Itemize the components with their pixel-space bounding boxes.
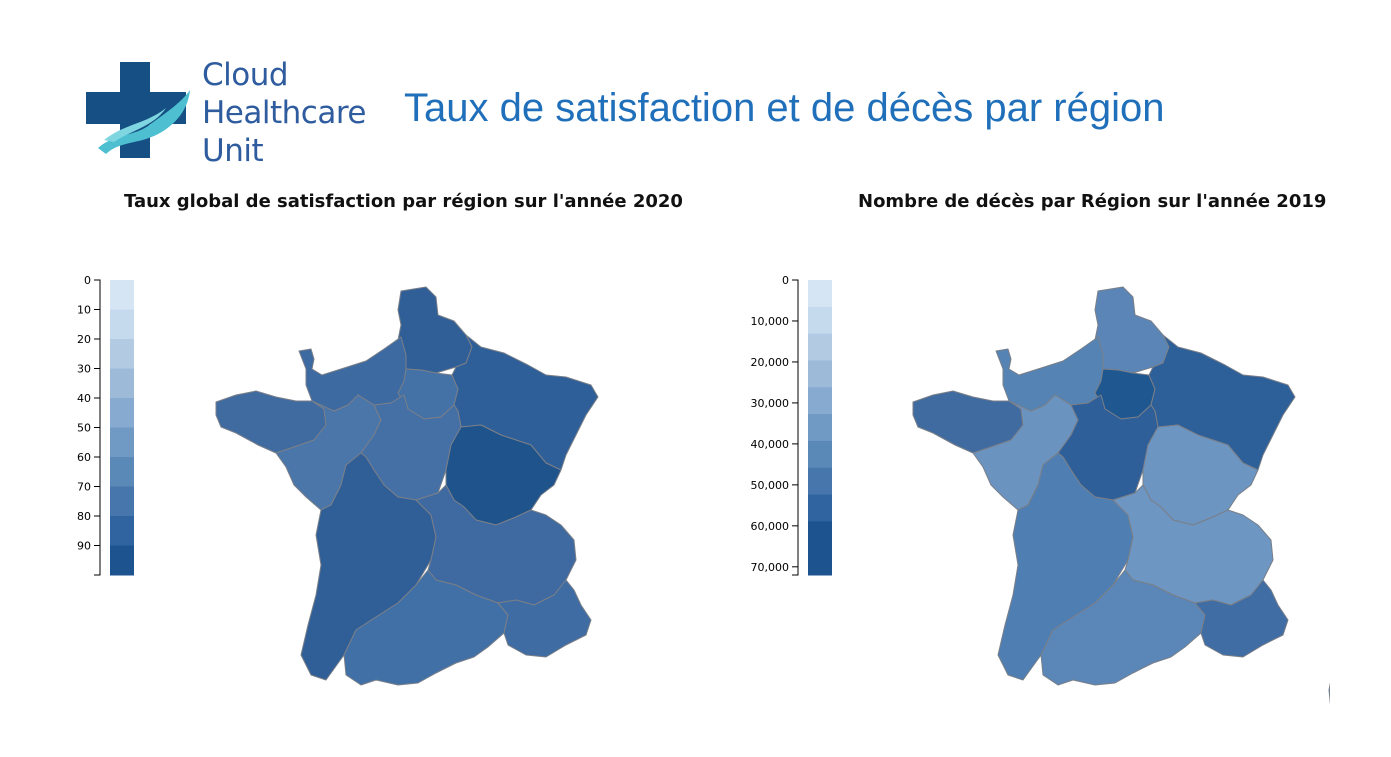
legend-tick-label: 70,000 bbox=[751, 561, 790, 574]
legend-swatch bbox=[110, 486, 134, 517]
legend-tick-label: 90 bbox=[77, 540, 91, 553]
region-nouvelle-aquitaine[interactable] bbox=[997, 452, 1134, 681]
legend-swatch bbox=[808, 548, 832, 576]
region-hauts-de-france[interactable] bbox=[397, 286, 473, 374]
region-corse[interactable] bbox=[1328, 650, 1330, 720]
legend-satisfaction: 0 10 20 30 40 50 60 70 80 90 bbox=[77, 274, 134, 576]
legend-swatch bbox=[808, 333, 832, 361]
legend-tick-label: 20 bbox=[77, 333, 91, 346]
france-map-satisfaction bbox=[215, 286, 599, 686]
legend-tick-label: 10,000 bbox=[751, 315, 790, 328]
legend-swatch bbox=[808, 467, 832, 496]
legend-tick-label: 20,000 bbox=[751, 356, 790, 369]
legend-swatch bbox=[808, 494, 832, 522]
legend-tick-label: 0 bbox=[84, 274, 91, 287]
map-deces-title: Nombre de décès par Région sur l'année 2… bbox=[858, 191, 1327, 212]
legend-swatch bbox=[808, 306, 832, 335]
region-paca[interactable] bbox=[497, 579, 592, 658]
map-deces-panel: 0 10,000 20,000 30,000 40,000 50,000 60,000 70,… bbox=[751, 274, 1330, 720]
legend-swatch bbox=[110, 545, 134, 576]
legend-tick-label: 40 bbox=[77, 392, 91, 405]
legend-tick-label: 40,000 bbox=[751, 438, 790, 451]
legend-tick-label: 60 bbox=[77, 451, 91, 464]
legend-deces: 0 10,000 20,000 30,000 40,000 50,000 60,000 70,… bbox=[751, 274, 832, 576]
legend-swatch bbox=[110, 427, 134, 458]
legend-swatch bbox=[110, 280, 134, 310]
region-paca[interactable] bbox=[1194, 579, 1289, 658]
legend-tick-label: 50,000 bbox=[751, 479, 790, 492]
legend-swatch bbox=[808, 440, 832, 469]
legend-tick-label: 70 bbox=[77, 481, 91, 494]
map-satisfaction-title: Taux global de satisfaction par région s… bbox=[124, 191, 683, 212]
logo-hand-shape bbox=[98, 90, 190, 154]
legend-swatch bbox=[808, 280, 832, 308]
logo-hand-accent bbox=[104, 108, 166, 142]
logo: Cloud Healthcare Unit bbox=[84, 56, 384, 169]
map-satisfaction-panel: 0 10 20 30 40 50 60 70 80 90 bbox=[77, 274, 599, 686]
logo-text: Cloud Healthcare Unit bbox=[202, 56, 366, 170]
legend-swatch bbox=[110, 516, 134, 546]
legend-swatch bbox=[110, 309, 134, 340]
legend-tick-label: 10 bbox=[77, 304, 91, 317]
region-occitanie[interactable] bbox=[343, 569, 509, 686]
legend-swatch bbox=[110, 339, 134, 369]
legend-swatch bbox=[110, 457, 134, 487]
legend-swatch bbox=[110, 398, 134, 428]
legend-tick-label: 80 bbox=[77, 510, 91, 523]
legend-tick-label: 30,000 bbox=[751, 397, 790, 410]
legend-tick-label: 60,000 bbox=[751, 520, 790, 533]
logo-line-cloud: Cloud bbox=[202, 57, 289, 93]
legend-swatch bbox=[808, 387, 832, 415]
logo-line-healthcare: Healthcare bbox=[202, 95, 366, 131]
logo-line-unit: Unit bbox=[202, 133, 264, 169]
france-map-deces bbox=[912, 286, 1330, 720]
region-occitanie[interactable] bbox=[1040, 569, 1206, 686]
region-hauts-de-france[interactable] bbox=[1094, 286, 1170, 374]
legend-axis-line bbox=[792, 279, 799, 576]
legend-tick-label: 0 bbox=[782, 274, 789, 287]
legend-swatch bbox=[808, 360, 832, 388]
region-nouvelle-aquitaine[interactable] bbox=[300, 452, 437, 681]
page-title: Taux de satisfaction et de décès par rég… bbox=[404, 86, 1165, 130]
legend-swatch bbox=[808, 521, 832, 549]
legend-tick-label: 30 bbox=[77, 363, 91, 376]
legend-swatch bbox=[808, 414, 832, 442]
legend-swatch bbox=[110, 368, 134, 399]
logo-cross-hand-icon bbox=[86, 62, 190, 158]
legend-tick-label: 50 bbox=[77, 422, 91, 435]
